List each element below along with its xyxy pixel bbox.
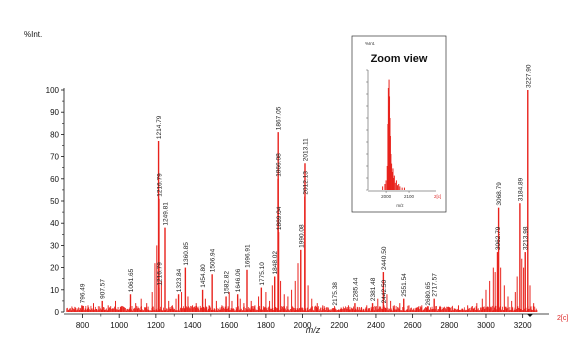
peak-label: 2717.57 (432, 273, 439, 297)
peak-label: 1454.80 (200, 264, 207, 288)
y-tick-label: 20 (50, 264, 59, 273)
inset-frame (351, 35, 447, 213)
y-tick-label: 10 (50, 286, 59, 295)
peak-label: 1646.06 (235, 268, 242, 292)
peak-label: 1360.85 (183, 242, 190, 266)
peak-label: 3227.90 (525, 64, 532, 88)
corner-label: 2[c] (557, 315, 568, 322)
x-tick-label: 2600 (404, 321, 422, 330)
peak-label: 1506.94 (210, 248, 217, 272)
y-tick-label: 60 (50, 175, 59, 184)
peak-label: 1061.65 (128, 268, 135, 292)
peak-labels: 796.49 907.57 1061.65 1214.79 1216.79 1249.81… (79, 64, 532, 305)
peak-label: 1866.08 (276, 153, 283, 177)
y-tick-label: 0 (55, 308, 60, 317)
zoom-inset: %Int. Zoom view m/z 2[c] 2000 2100 (351, 35, 447, 213)
y-tick-label: 90 (50, 108, 59, 117)
peak-label: 2680.65 (425, 282, 432, 306)
x-tick-label: 800 (76, 321, 90, 330)
peak-label: 2285.44 (352, 277, 359, 301)
x-axis: 800 1000 1200 1400 1600 1800 2000 2200 2400 2600 2… (64, 313, 549, 330)
peak-label: 2440.50 (381, 246, 388, 270)
x-tick-label: 1400 (184, 321, 202, 330)
x-axis-label: m/z (306, 325, 321, 335)
x-tick-label: 3000 (477, 321, 495, 330)
peak-label: 2013.11 (302, 138, 309, 161)
peak-label: 1323.84 (176, 268, 183, 292)
peak-label: 796.49 (79, 283, 86, 303)
peak-label: 2012.13 (302, 171, 309, 195)
peak-label: 1867.05 (276, 106, 283, 130)
inset-x-label: m/z (396, 203, 404, 208)
x-tick-label: 1000 (110, 321, 128, 330)
y-axis: 0 10 20 30 40 50 60 70 80 90 100 (46, 86, 65, 317)
peak-label: 3068.79 (496, 182, 503, 206)
x-tick-label: 3200 (514, 321, 532, 330)
x-axis-marker (527, 314, 533, 317)
inset-x-tick-label: 2100 (404, 194, 415, 199)
peak-label: 2551.54 (401, 273, 408, 297)
peak-label: 1848.02 (272, 251, 279, 275)
peak-label: 1214.79 (156, 115, 163, 139)
x-tick-label: 2400 (367, 321, 385, 330)
y-tick-label: 40 (50, 219, 59, 228)
peak-label: 1249.81 (162, 202, 169, 226)
y-tick-label: 100 (46, 86, 60, 95)
inset-x-tick-label: 2000 (381, 194, 392, 199)
peak-label: 2175.38 (332, 282, 339, 306)
x-tick-label: 1600 (220, 321, 238, 330)
peak-label: 1775.10 (259, 262, 266, 286)
x-tick-label: 1800 (257, 321, 275, 330)
inset-title: Zoom view (371, 53, 428, 65)
y-tick-label: 80 (50, 130, 59, 139)
peak-label: 1990.08 (298, 224, 305, 248)
peak-label: 1582.82 (224, 271, 231, 295)
background-peaks (66, 245, 538, 312)
peak-label: 1216.79 (156, 262, 163, 286)
peak-label: 1869.04 (276, 206, 283, 230)
y-tick-label: 50 (50, 197, 59, 206)
peak-label: 1216.79 (156, 173, 163, 197)
inset-corner-label: 2[c] (434, 194, 441, 199)
peak-label: 3062.79 (495, 226, 502, 250)
y-tick-label: 70 (50, 153, 59, 162)
x-tick-label: 2800 (440, 321, 458, 330)
peak-label: 1696.91 (244, 244, 251, 268)
peak-label: 3184.89 (517, 177, 524, 201)
inset-y-label: %Int. (365, 41, 375, 46)
labeled-peaks (81, 90, 529, 312)
x-tick-label: 2000 (294, 321, 312, 330)
x-tick-label: 1200 (147, 321, 165, 330)
peak-label: 907.57 (100, 279, 107, 299)
x-tick-label: 2200 (330, 321, 348, 330)
peak-label: 2381.48 (370, 277, 377, 301)
y-tick-label: 30 (50, 241, 59, 250)
peak-label: 3213.98 (523, 226, 530, 250)
y-axis-label: %Int. (24, 30, 42, 39)
peak-label: 2442.50 (381, 279, 388, 303)
